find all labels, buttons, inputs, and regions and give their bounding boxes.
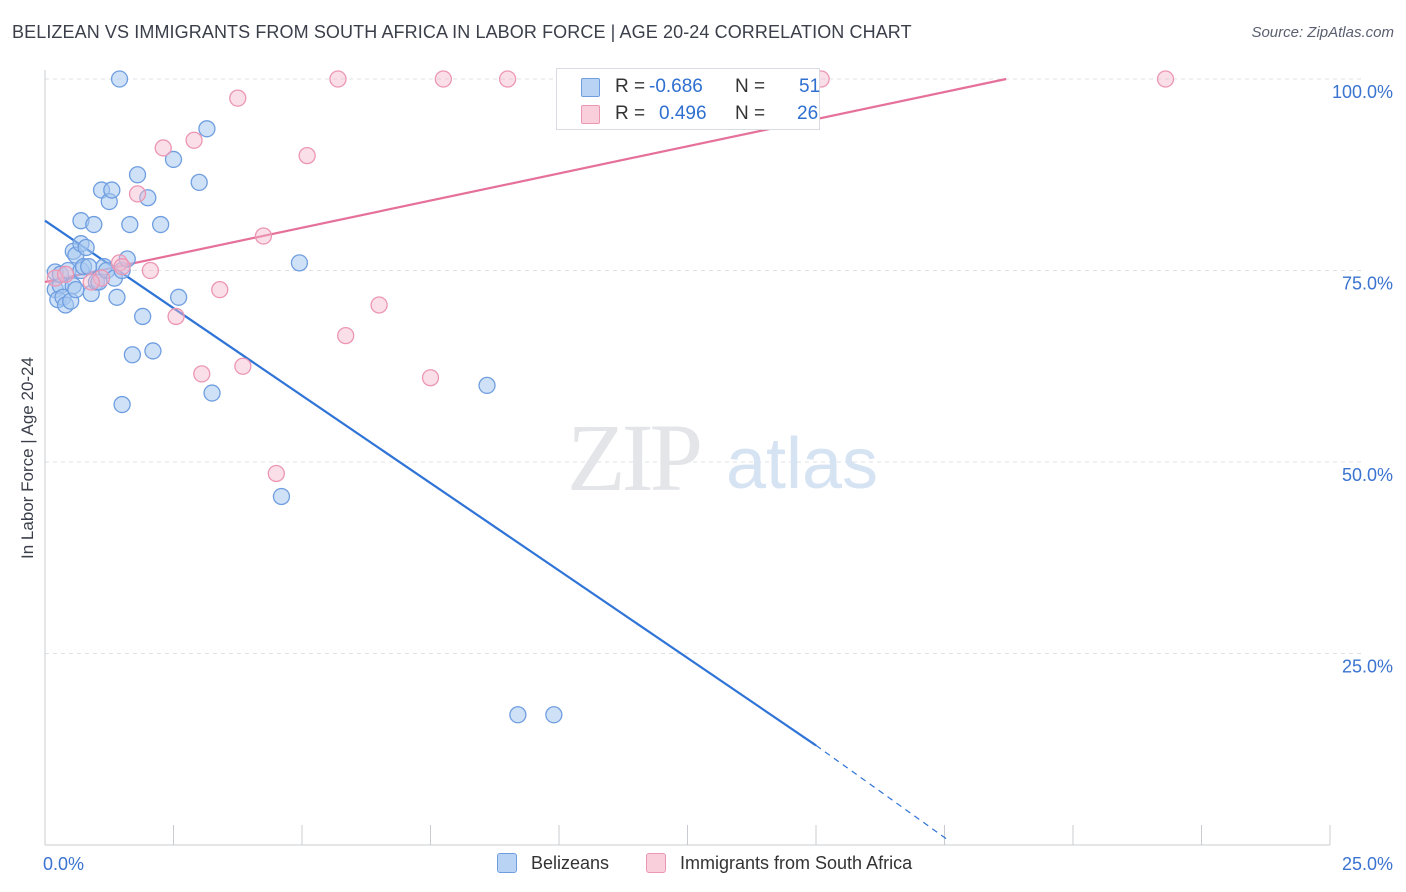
legend-n-value-blue: 51 [799, 76, 821, 97]
data-point-immigrant [421, 369, 440, 387]
bottom-legend-swatch-pink [646, 853, 666, 873]
data-point-immigrant [298, 146, 316, 165]
legend-swatch-pink [581, 105, 600, 124]
data-point-belizean [169, 288, 188, 306]
data-point-belizean [123, 346, 142, 364]
data-point-immigrant [193, 365, 211, 383]
data-point-belizean [128, 166, 147, 184]
watermark: ZIP atlas [567, 404, 878, 511]
data-point-immigrant [141, 261, 160, 280]
legend-r-value-blue: -0.686 [649, 76, 703, 97]
data-point-belizean [151, 215, 170, 234]
data-point-immigrant [337, 326, 355, 345]
legend-swatch-blue [581, 78, 600, 97]
data-point-immigrant [254, 227, 273, 245]
watermark-zip: ZIP [567, 404, 700, 511]
bottom-legend-swatch-blue [497, 853, 517, 873]
x-tick-label: 0.0% [43, 854, 84, 874]
data-point-immigrant [370, 296, 388, 314]
bottom-legend-label-immigrants: Immigrants from South Africa [680, 853, 913, 873]
data-point-immigrant [234, 357, 252, 375]
legend-r-label: R = [615, 103, 646, 124]
data-point-belizean [77, 238, 95, 257]
trend-line-immigrants [44, 77, 1007, 284]
data-point-belizean [113, 395, 131, 414]
data-point-belizean [272, 487, 291, 506]
chart-title: BELIZEAN VS IMMIGRANTS FROM SOUTH AFRICA… [12, 22, 912, 42]
y-axis-title: In Labor Force | Age 20-24 [18, 357, 37, 559]
data-point-belizean [103, 181, 121, 199]
y-tick-label: 75.0% [1342, 274, 1393, 294]
stats-legend: R = -0.686 N = 51 R = 0.496 N = 26 [556, 68, 820, 130]
gridlines [45, 78, 1365, 654]
data-point-belizean [144, 342, 162, 360]
data-point-belizean [545, 706, 563, 724]
data-point-belizean [290, 254, 309, 272]
x-tick-label: 25.0% [1342, 854, 1393, 874]
trend-lines [44, 77, 1007, 842]
data-point-belizean [134, 307, 152, 326]
legend-r-label: R = [615, 76, 646, 97]
data-point-immigrant [82, 273, 100, 291]
axes [44, 70, 1331, 846]
data-point-immigrant [167, 307, 185, 326]
data-point-immigrant [434, 70, 453, 88]
watermark-atlas: atlas [726, 424, 878, 504]
legend-n-label: N = [735, 76, 766, 97]
data-point-belizean [139, 189, 157, 207]
data-point-belizean [67, 280, 85, 299]
data-point-immigrant [1156, 70, 1175, 88]
data-point-belizean [80, 258, 98, 276]
trend-line-extrapolation [815, 744, 950, 842]
legend-n-label: N = [735, 103, 766, 124]
legend-r-value-pink: 0.496 [659, 103, 707, 124]
data-point-immigrant [498, 70, 517, 88]
data-point-immigrant [46, 269, 64, 287]
data-point-immigrant [329, 70, 347, 88]
source-credit: Source: ZipAtlas.com [1251, 24, 1394, 41]
tick-labels: 25.0% 50.0% 75.0% 100.0% 0.0% 25.0% [43, 82, 1393, 874]
bottom-legend-label-belizeans: Belizeans [531, 853, 610, 873]
data-point-immigrant [128, 185, 147, 203]
y-tick-label: 50.0% [1342, 465, 1393, 485]
data-point-belizean [121, 215, 139, 234]
y-tick-label: 100.0% [1332, 82, 1393, 102]
data-point-immigrant [92, 269, 111, 287]
legend-n-value-pink: 26 [797, 103, 819, 124]
data-point-belizean [198, 120, 216, 138]
data-point-immigrant [229, 89, 247, 107]
data-point-belizean [85, 215, 103, 234]
data-point-immigrant [185, 131, 203, 149]
data-point-belizean [108, 288, 126, 306]
data-point-immigrant [154, 139, 172, 157]
data-point-immigrant [113, 258, 131, 276]
y-tick-label: 25.0% [1342, 657, 1393, 677]
data-points [46, 70, 1175, 724]
trend-line-belizeans [44, 219, 817, 747]
data-point-belizean [509, 706, 527, 724]
data-point-belizean [190, 173, 208, 192]
data-point-belizean [110, 70, 129, 88]
data-point-belizean [203, 384, 221, 402]
data-point-belizean [164, 150, 183, 169]
data-point-immigrant [267, 464, 285, 483]
data-point-belizean [478, 376, 496, 395]
data-point-immigrant [211, 280, 229, 299]
data-point-immigrant [56, 265, 75, 283]
